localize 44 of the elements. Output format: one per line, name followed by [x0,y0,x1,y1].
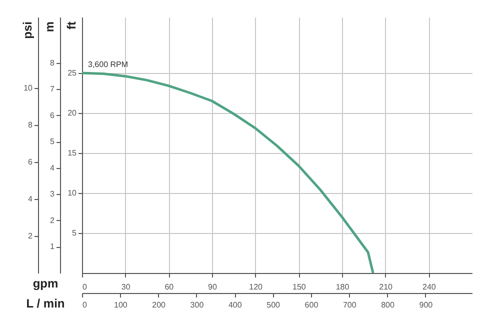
y2-tick-label: 3 [50,190,56,199]
y2-tick-label: 7 [50,84,56,94]
x2-axis-title: L / min [26,296,65,310]
y-tick-label: 5 [72,228,78,238]
x-tick-label: 210 [379,282,394,292]
y2-tick-label: 8 [50,58,56,68]
x-tick-label: 0 [82,282,88,292]
x2-tick-label: 600 [304,300,319,310]
x-tick-label: 180 [336,282,350,292]
y2-axis-title: m [42,22,56,32]
x2-tick-label: 200 [152,300,166,310]
x2-tick-label: 500 [266,300,281,310]
x-axis-title: gpm [32,276,58,290]
line-series [80,72,374,274]
x2-tick-label: 100 [114,300,128,310]
y-axis-title: ft [64,22,78,30]
x-tick-label: 60 [164,282,174,292]
y2-tick-label: 2 [50,216,56,225]
y3-tick-label: 2 [28,232,34,241]
x2-tick-label: 700 [342,300,357,310]
x2-tick-label: 800 [381,300,396,310]
y-tick-label: 15 [68,148,78,158]
x-tick-label: 90 [208,282,218,292]
y-tick-label: 10 [68,188,78,198]
y3-tick-label: 6 [28,158,34,167]
y3-tick-label: 4 [28,194,34,204]
y-tick-label: 25 [68,68,78,78]
x-tick-label: 150 [292,282,306,292]
y3-axis-title: psi [20,22,34,39]
y3-tick-label: 10 [24,84,34,93]
x-tick-label: 30 [121,282,131,292]
x2-tick-label: 900 [419,300,434,310]
x-tick-label: 240 [422,282,436,292]
x2-tick-label: 300 [190,300,204,310]
x-tick-label: 120 [249,282,264,292]
y2-tick-label: 6 [50,110,56,120]
y2-tick-label: 4 [50,163,56,172]
y-tick-label: 20 [68,108,78,118]
annotation: 3,600 RPM [88,60,128,69]
y3-tick-label: 8 [28,120,34,130]
y2-tick-label: 1 [50,242,56,252]
y2-tick-label: 5 [50,137,56,146]
x2-tick-label: 0 [82,300,88,310]
x2-tick-label: 400 [228,300,242,310]
